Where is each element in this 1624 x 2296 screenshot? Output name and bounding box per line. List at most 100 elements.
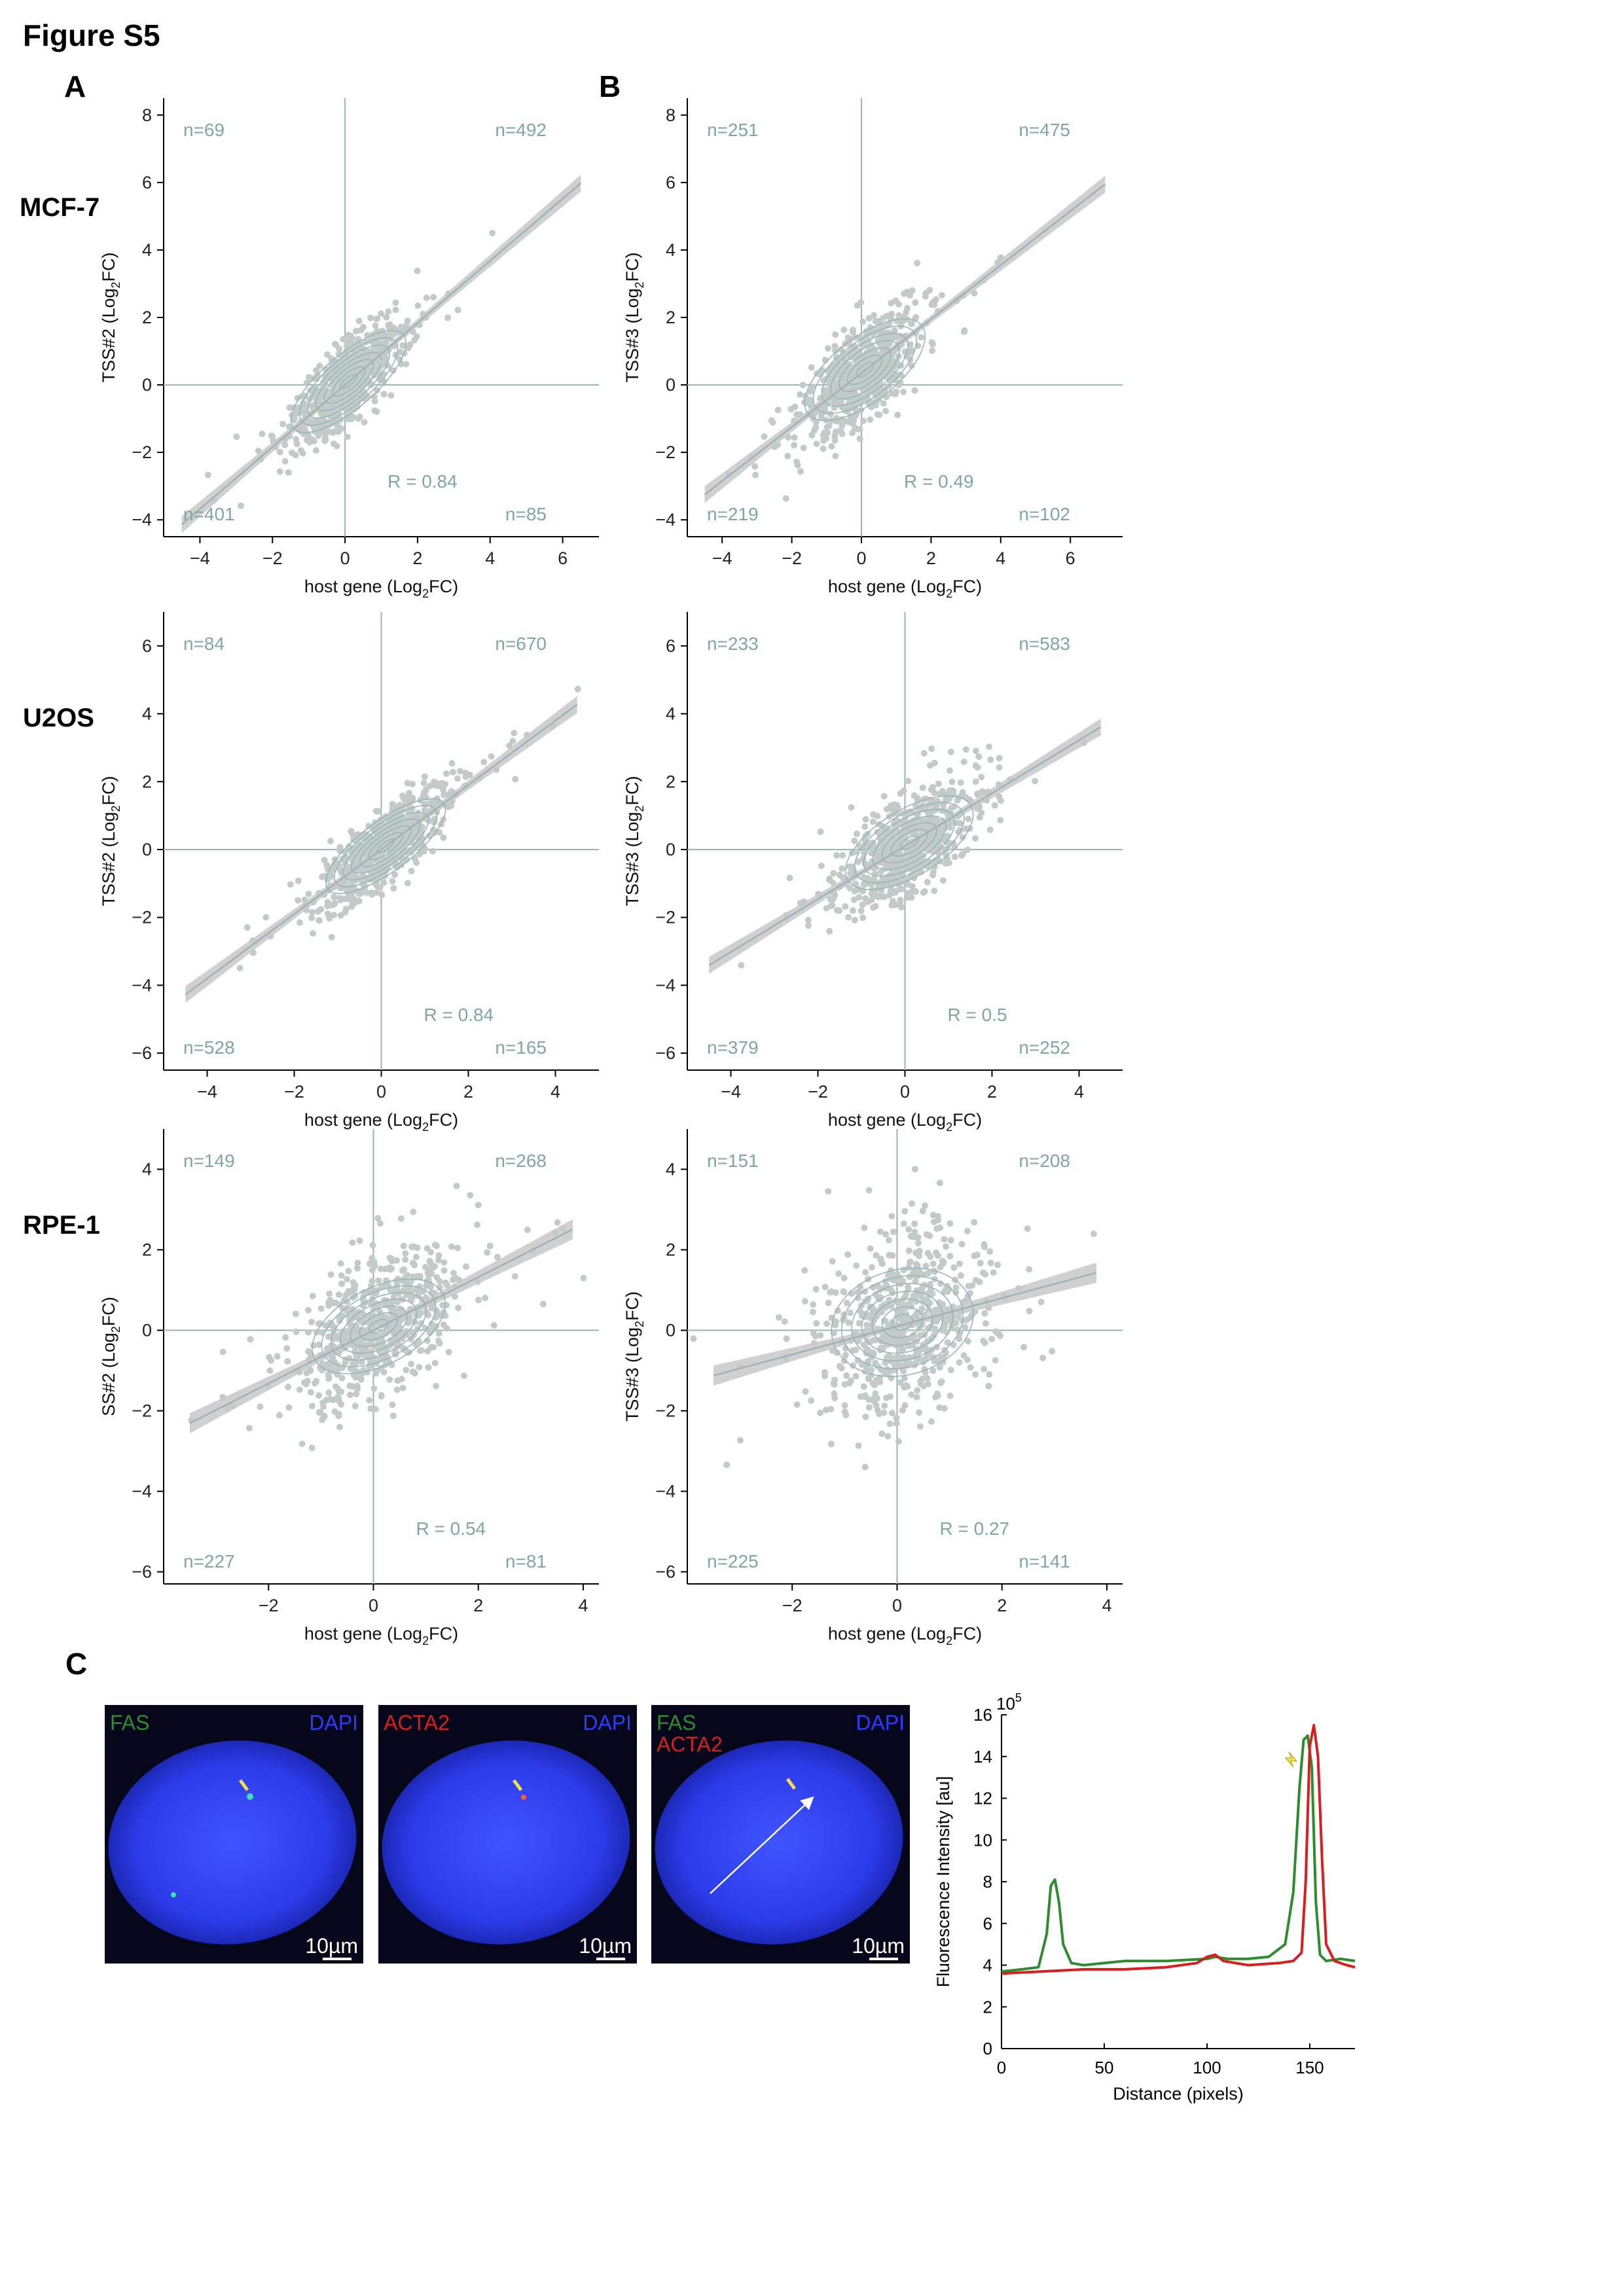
scatter-point [791, 442, 798, 449]
scatter-point [338, 1280, 345, 1287]
scatter-point [928, 301, 935, 308]
scatter-point [872, 1390, 879, 1397]
scatter-point [986, 826, 994, 833]
scatter-point [440, 1321, 447, 1329]
scatter-point [376, 1220, 384, 1227]
scatter-point [430, 1344, 437, 1351]
scatter-point [928, 745, 935, 752]
y-tick-label: 0 [666, 1321, 676, 1340]
scatter-point [958, 1240, 965, 1247]
y-tick-label: −4 [655, 975, 676, 995]
y-tick-label: 4 [983, 1956, 992, 1975]
scatter-point [325, 1374, 333, 1381]
scatter-point [861, 823, 869, 830]
scatter-point [981, 1244, 988, 1251]
scatter-point [947, 1253, 954, 1260]
scatter-point [738, 961, 745, 969]
count-bottom-right: n=141 [1019, 1551, 1070, 1571]
scatter-point [884, 1433, 892, 1440]
scatter-point [907, 1232, 914, 1240]
scatter-point [410, 1208, 417, 1215]
scatter-point [392, 306, 399, 314]
count-top-left: n=233 [707, 634, 759, 654]
scatter-point [821, 1369, 828, 1376]
scatter-point [414, 267, 421, 274]
scatter-point [321, 435, 329, 442]
scatter-point [972, 1371, 979, 1378]
scatter-point [405, 344, 412, 351]
scatter-point [809, 383, 816, 390]
scatter-point [835, 1270, 842, 1277]
scatter-point [842, 903, 849, 910]
scatter-point [946, 767, 953, 774]
scatter-point [971, 1252, 978, 1259]
scale-bar-label: 10µm [852, 1934, 905, 1958]
y-tick-label: 6 [142, 636, 152, 656]
scatter-point [994, 1261, 1001, 1268]
y-tick-label: 6 [142, 173, 152, 192]
scatter-point [960, 850, 966, 857]
scatter-point [752, 471, 759, 478]
x-tick-label: 100 [1193, 2058, 1221, 2077]
y-tick-label: −2 [655, 1401, 676, 1421]
scatter-point [852, 1346, 859, 1354]
scatter-point [948, 778, 956, 785]
scatter-point [389, 878, 396, 885]
scatter-point [888, 1213, 895, 1220]
scatter-point [888, 300, 895, 307]
scatter-point [900, 1266, 907, 1274]
scatter-point [441, 1259, 448, 1266]
scatter-point [888, 1374, 895, 1382]
scatter-point [860, 1383, 867, 1390]
scatter-point [875, 411, 881, 418]
x-tick-label: −4 [197, 1082, 217, 1102]
count-top-right: n=268 [495, 1151, 547, 1171]
scatter-point [934, 1252, 941, 1259]
scatter-point [897, 1330, 905, 1337]
scatter-point [293, 1328, 300, 1335]
scatter-point [937, 1379, 944, 1386]
scatter-point [751, 463, 759, 470]
scatter-point [838, 1365, 845, 1372]
scatter-point [909, 287, 916, 294]
y-axis-label: TSS#3 (Log2FC) [623, 1291, 646, 1422]
scatter-point [810, 1308, 816, 1316]
scatter-point [422, 788, 429, 795]
scatter-point [324, 351, 331, 358]
scatter-point [885, 1236, 892, 1244]
scatter-point [793, 411, 801, 418]
scatter-point [905, 778, 912, 785]
scatter-point [276, 448, 283, 456]
scatter-point [345, 331, 352, 338]
scatter-panel-mcf7-a: −4 −2 0 2 4 6 −4 −2 0 2 4 6 8 n=69 n=492 n=401 n=85 R = 0… [99, 98, 599, 600]
scatter-point [348, 1365, 355, 1372]
scatter-point [859, 901, 866, 908]
y-tick-label: −2 [132, 908, 152, 927]
scatter-point [793, 1401, 801, 1408]
scatter-point [791, 434, 798, 441]
scatter-point [947, 1220, 954, 1227]
scatter-point [846, 1309, 854, 1316]
scatter-point [872, 903, 879, 910]
scatter-point [854, 831, 860, 837]
scatter-point [941, 1236, 948, 1243]
scatter-point [441, 1267, 448, 1274]
scatter-point [943, 1243, 949, 1250]
scatter-point [454, 306, 461, 314]
scatter-point [874, 812, 881, 819]
x-tick-label: 4 [1074, 1082, 1084, 1102]
scatter-point [345, 416, 352, 423]
scatter-point [361, 419, 368, 426]
scatter-point [372, 342, 380, 350]
scatter-point [968, 1312, 975, 1319]
scatter-point [825, 1299, 832, 1306]
x-tick-label: 6 [1066, 548, 1075, 568]
scatter-point [423, 1282, 430, 1289]
scatter-point [768, 417, 775, 424]
scatter-point [283, 1345, 291, 1352]
scatter-point [843, 1372, 850, 1379]
y-tick-label: 2 [142, 308, 152, 327]
scatter-point [981, 1310, 988, 1317]
y-tick-label: −4 [132, 975, 152, 995]
y-tick-label: 16 [973, 1705, 992, 1725]
